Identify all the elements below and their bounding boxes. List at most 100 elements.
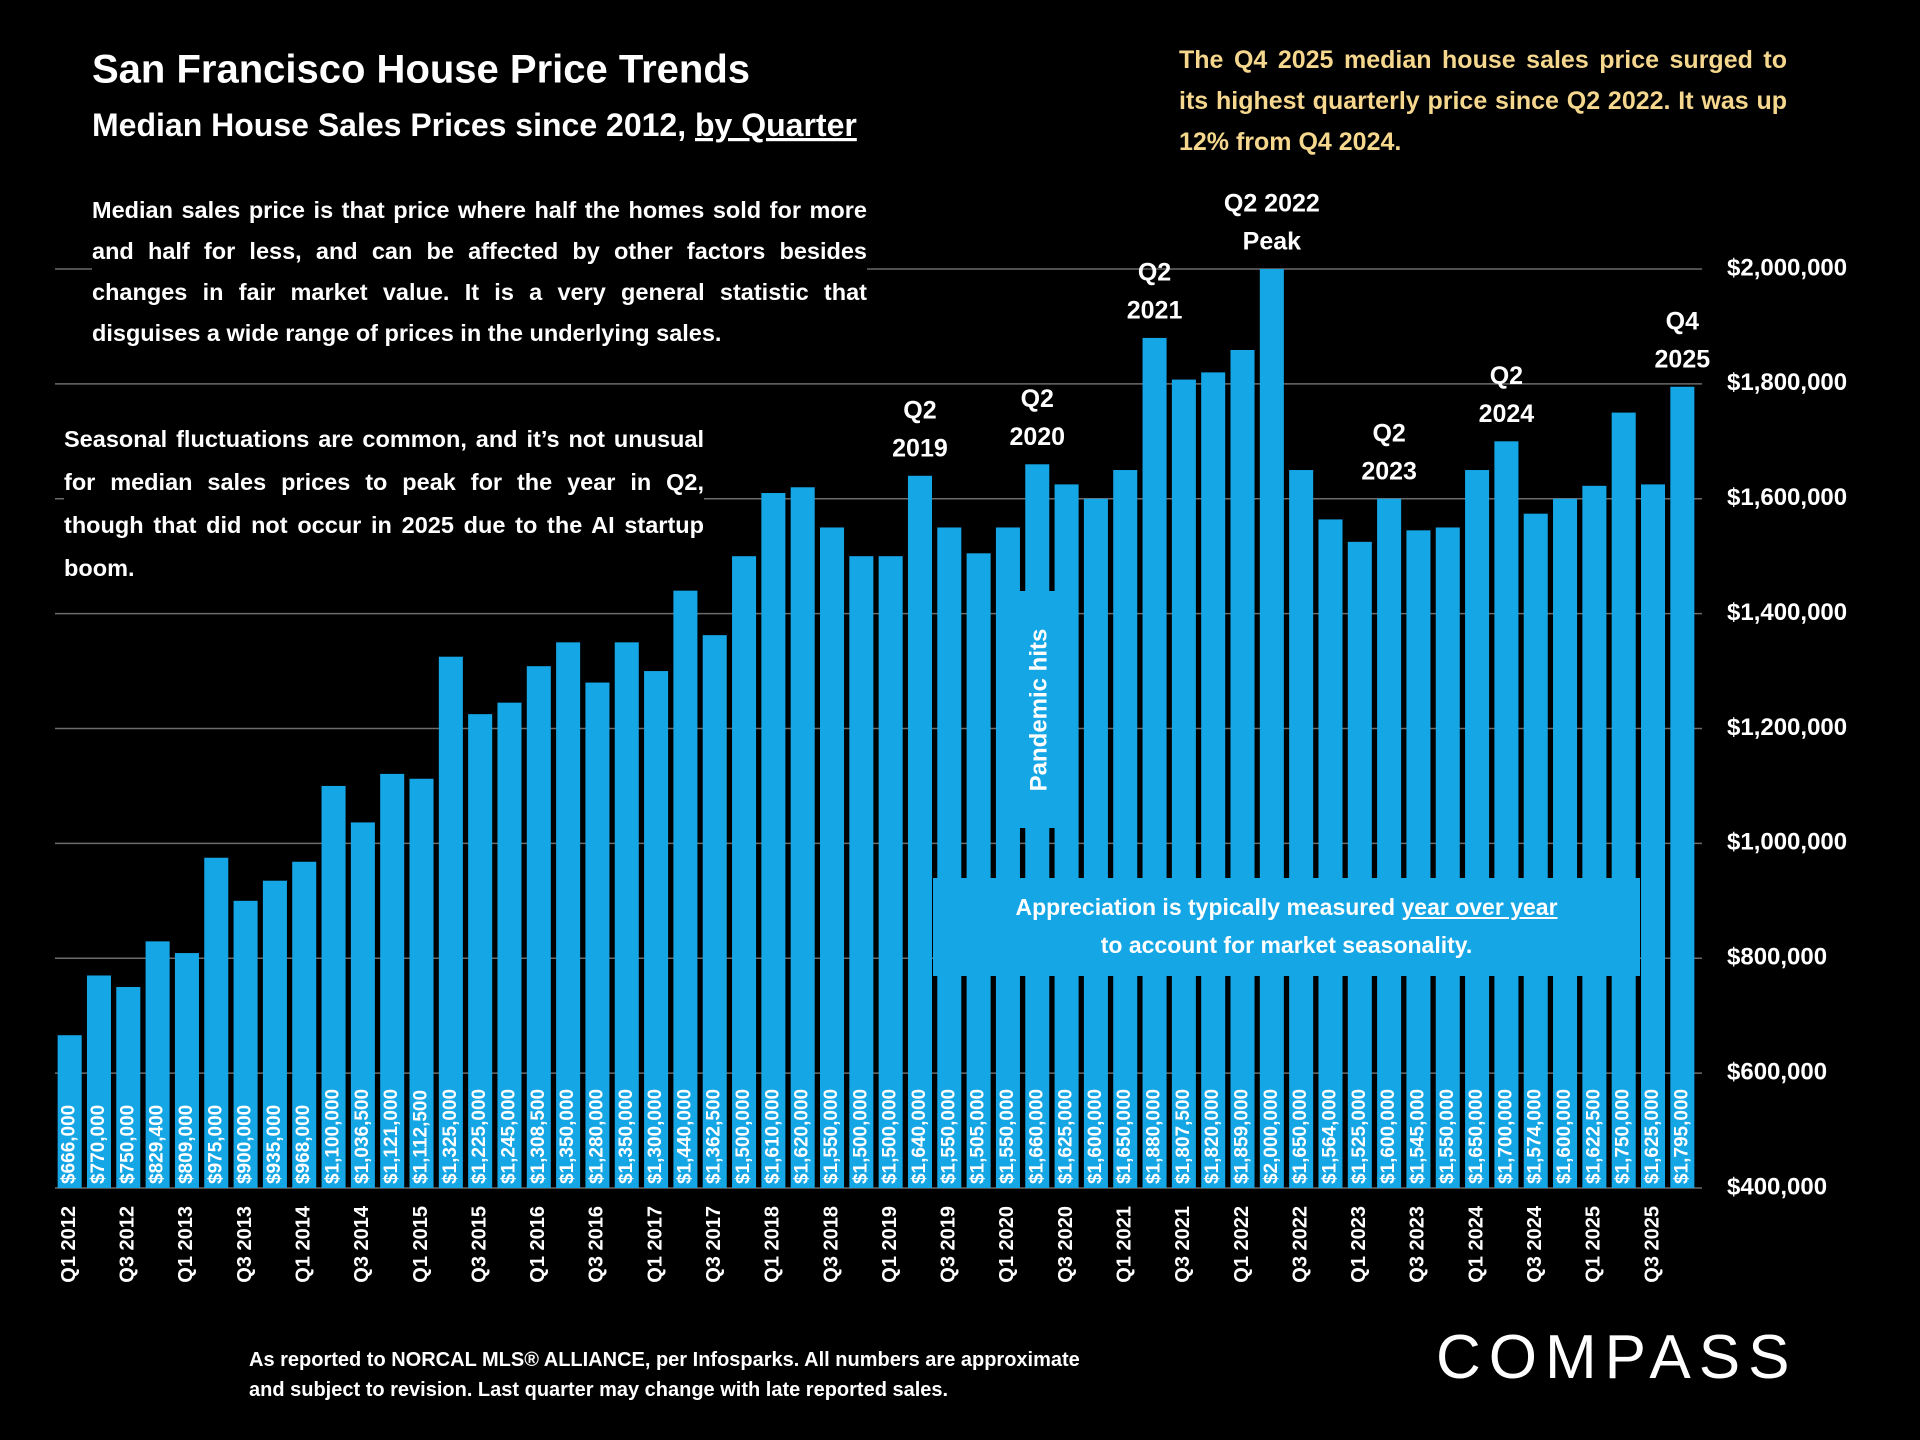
x-tick-label: Q3 2020	[1055, 1206, 1077, 1283]
value-label: $1,750,000	[1613, 1089, 1634, 1184]
x-tick-label: Q1 2019	[879, 1206, 901, 1283]
bar	[1523, 513, 1548, 1188]
value-label: $809,000	[176, 1105, 197, 1184]
annotation: Q2	[1490, 362, 1523, 390]
y-tick-label: $1,400,000	[1727, 599, 1847, 626]
value-label: $1,880,000	[1144, 1089, 1165, 1184]
source-line: and subject to revision. Last quarter ma…	[249, 1379, 949, 1401]
bar	[57, 1035, 82, 1188]
value-label: $1,625,000	[1642, 1089, 1663, 1184]
bar	[585, 682, 610, 1188]
value-label: $1,525,000	[1349, 1089, 1370, 1184]
x-tick-label: Q1 2023	[1348, 1206, 1370, 1283]
value-label: $1,500,000	[880, 1089, 901, 1184]
bar	[438, 656, 463, 1188]
x-tick-label: Q1 2022	[1231, 1206, 1253, 1283]
chart-title: San Francisco House Price Trends	[92, 48, 750, 92]
x-tick-label: Q3 2025	[1641, 1206, 1663, 1283]
value-label: $1,505,000	[968, 1089, 989, 1184]
y-tick-label: $800,000	[1727, 944, 1827, 971]
value-label: $1,112,500	[411, 1090, 432, 1184]
bar	[1201, 372, 1226, 1188]
x-tick-label: Q3 2014	[351, 1205, 373, 1283]
bar	[321, 785, 346, 1188]
bar	[878, 556, 903, 1188]
annotation: Q2 2022	[1224, 190, 1320, 218]
x-tick-label: Q1 2012	[58, 1206, 80, 1283]
bar	[204, 857, 229, 1188]
annotation: Q2	[1138, 259, 1171, 287]
value-label: $750,000	[117, 1105, 138, 1184]
value-label: $1,600,000	[1378, 1089, 1399, 1184]
bar	[1230, 349, 1255, 1188]
subtitle-part: by Quarter	[695, 107, 857, 143]
value-label: $829,400	[147, 1105, 168, 1184]
bar	[819, 527, 845, 1188]
appreciation-text: to account for market seasonality.	[1100, 932, 1473, 958]
bar	[673, 590, 698, 1188]
bar	[1289, 470, 1314, 1188]
x-tick-label: Q3 2022	[1289, 1206, 1311, 1283]
x-tick-label: Q3 2023	[1407, 1206, 1429, 1283]
logo: COMPASS	[1436, 1323, 1798, 1392]
value-label: $1,640,000	[909, 1089, 930, 1184]
value-label: $1,036,500	[352, 1089, 373, 1184]
value-label: $1,600,000	[1554, 1089, 1575, 1184]
annotation: 2020	[1009, 423, 1065, 451]
x-tick-label: Q3 2024	[1524, 1205, 1546, 1283]
bar	[1465, 470, 1490, 1188]
bar	[907, 475, 933, 1188]
pandemic-label: Pandemic hits	[1025, 629, 1052, 792]
annotation: Q2	[1372, 419, 1405, 447]
value-label: $1,600,000	[1085, 1089, 1106, 1184]
bar	[644, 671, 669, 1188]
bar	[145, 941, 170, 1188]
annotation: 2025	[1655, 345, 1711, 373]
value-label: $935,000	[264, 1105, 285, 1184]
bar	[732, 556, 757, 1188]
bar	[966, 553, 991, 1188]
x-tick-label: Q1 2017	[644, 1206, 666, 1283]
x-tick-label: Q1 2020	[996, 1206, 1018, 1283]
annotation: 2024	[1479, 400, 1535, 428]
value-label: $1,550,000	[938, 1089, 959, 1184]
value-label: $1,660,000	[1026, 1089, 1047, 1184]
y-tick-label: $1,800,000	[1727, 369, 1847, 396]
bar	[174, 953, 199, 1188]
bar	[1406, 530, 1431, 1188]
value-label: $1,362,500	[704, 1089, 725, 1184]
value-label: $1,350,000	[557, 1089, 578, 1184]
bar	[1611, 412, 1636, 1188]
x-tick-label: Q3 2018	[820, 1206, 842, 1283]
note: Seasonal fluctuations are common, and it…	[64, 418, 704, 590]
value-label: $1,550,000	[821, 1089, 842, 1184]
x-tick-label: Q1 2024	[1465, 1205, 1487, 1283]
value-label: $1,325,000	[440, 1089, 461, 1184]
value-label: $2,000,000	[1261, 1089, 1282, 1184]
x-tick-label: Q3 2017	[703, 1206, 725, 1283]
pandemic-box	[1014, 591, 1073, 828]
y-tick-label: $1,600,000	[1727, 484, 1847, 511]
value-label: $1,859,000	[1232, 1089, 1253, 1184]
bar	[790, 487, 815, 1188]
source-line: As reported to NORCAL MLS® ALLIANCE, per…	[249, 1349, 1080, 1371]
value-label: $1,280,000	[586, 1089, 607, 1184]
x-tick-label: Q3 2016	[586, 1206, 608, 1283]
value-label: $1,650,000	[1466, 1089, 1487, 1184]
bar	[556, 642, 581, 1188]
bar	[1083, 498, 1108, 1188]
annotation: Q2	[1021, 385, 1054, 413]
bar	[1318, 519, 1343, 1188]
value-label: $1,700,000	[1495, 1089, 1516, 1184]
bar	[468, 714, 493, 1188]
y-tick-label: $2,000,000	[1727, 254, 1847, 281]
annotation: 2019	[892, 434, 948, 462]
bar	[1054, 484, 1079, 1188]
bar	[86, 975, 112, 1188]
bar	[1259, 269, 1284, 1188]
bar	[1171, 379, 1196, 1188]
value-label: $1,807,500	[1173, 1089, 1194, 1184]
annotation: Peak	[1243, 228, 1301, 256]
bar	[233, 900, 258, 1188]
